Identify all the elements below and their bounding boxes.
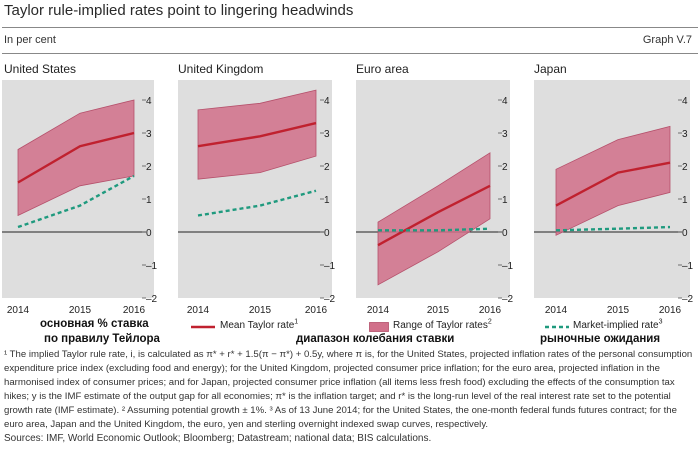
y-tick-label-us: –1 [146, 261, 158, 272]
x-tick-label-us: 2016 [123, 305, 146, 316]
graph-id: Graph V.7 [642, 34, 692, 46]
legend-market: Market-implied rate3 [573, 318, 663, 331]
annotation-mean-ru-1: основная % ставка [40, 318, 149, 330]
annotation-market-ru: рыночные ожидания [540, 333, 661, 345]
y-tick-label-us: 0 [146, 228, 152, 239]
y-tick-label-euro: 0 [502, 228, 508, 239]
range-band-euro [377, 152, 491, 286]
legend-market-swatch [545, 325, 569, 329]
range-band-japan [555, 125, 671, 236]
y-tick-label-japan: –2 [682, 294, 694, 305]
y-tick-label-euro: –2 [502, 294, 514, 305]
y-tick-label-uk: 4 [324, 96, 330, 107]
panel-title-uk: United Kingdom [178, 62, 264, 76]
x-tick-label-uk: 2014 [187, 305, 210, 316]
market-implied-line-us [17, 174, 135, 229]
x-tick-label-japan: 2014 [545, 305, 568, 316]
mean-taylor-line-uk [197, 121, 317, 148]
x-tick-label-euro: 2016 [479, 305, 502, 316]
y-tick-label-japan: 4 [682, 96, 688, 107]
y-tick-label-japan: 3 [682, 129, 688, 140]
x-tick-label-japan: 2015 [607, 305, 630, 316]
legend-market-sup: 3 [658, 318, 663, 326]
x-tick-label-us: 2015 [69, 305, 92, 316]
sources-line: Sources: IMF, World Economic Outlook; Bl… [4, 433, 432, 444]
x-tick-label-uk: 2015 [249, 305, 272, 316]
footnotes: ¹ The implied Taylor rule rate, i, is ca… [4, 348, 694, 432]
legend-mean-sup: 1 [294, 318, 299, 326]
footnote-text: ¹ The implied Taylor rule rate, i, is ca… [4, 349, 693, 430]
y-tick-label-japan: 0 [682, 228, 688, 239]
x-tick-label-japan: 2016 [659, 305, 682, 316]
legend-range: Range of Taylor rates2 [393, 318, 492, 331]
y-tick-label-uk: –1 [324, 261, 336, 272]
y-tick-label-uk: 3 [324, 129, 330, 140]
y-tick-label-japan: 1 [682, 195, 688, 206]
market-implied-line-euro [378, 227, 491, 232]
panel-title-us: United States [4, 62, 77, 76]
units-label: In per cent [4, 34, 56, 46]
legend-mean-swatch [191, 325, 215, 329]
y-tick-label-euro: –1 [502, 261, 514, 272]
y-tick-label-us: 2 [146, 162, 152, 173]
x-tick-label-euro: 2015 [427, 305, 450, 316]
annotation-range-ru: диапазон колебания ставки [296, 333, 455, 345]
mean-taylor-line-euro [377, 184, 491, 247]
y-tick-label-uk: 1 [324, 195, 330, 206]
mean-taylor-line-us [17, 131, 135, 184]
annotation-mean-ru-2: по правилу Тейлора [44, 333, 160, 345]
y-tick-label-japan: –1 [682, 261, 694, 272]
y-tick-label-euro: 3 [502, 129, 508, 140]
market-implied-line-uk [197, 189, 317, 217]
chart-title: Taylor rule-implied rates point to linge… [4, 2, 354, 19]
y-tick-label-uk: 0 [324, 228, 330, 239]
y-tick-label-euro: 1 [502, 195, 508, 206]
legend-range-sup: 2 [487, 318, 492, 326]
title-rule [2, 27, 698, 28]
y-tick-label-uk: 2 [324, 162, 330, 173]
y-tick-label-euro: 4 [502, 96, 508, 107]
y-tick-label-us: 4 [146, 96, 152, 107]
y-tick-label-uk: –2 [324, 294, 336, 305]
header-rule [2, 53, 698, 54]
y-tick-label-japan: 2 [682, 162, 688, 173]
legend-market-label: Market-implied rate [573, 320, 659, 331]
y-tick-label-us: 3 [146, 129, 152, 140]
y-tick-label-us: –2 [146, 294, 158, 305]
x-tick-label-euro: 2014 [367, 305, 390, 316]
range-band-uk [197, 89, 317, 180]
legend-range-swatch [369, 322, 389, 332]
legend-mean-label: Mean Taylor rate [220, 320, 295, 331]
mean-taylor-line-japan [555, 161, 671, 207]
panel-title-japan: Japan [534, 62, 567, 76]
x-tick-label-uk: 2016 [305, 305, 328, 316]
legend-mean: Mean Taylor rate1 [220, 318, 299, 331]
legend-range-label: Range of Taylor rates [393, 320, 488, 331]
panel-title-euro: Euro area [356, 62, 409, 76]
y-tick-label-us: 1 [146, 195, 152, 206]
x-tick-label-us: 2014 [7, 305, 30, 316]
y-tick-label-euro: 2 [502, 162, 508, 173]
